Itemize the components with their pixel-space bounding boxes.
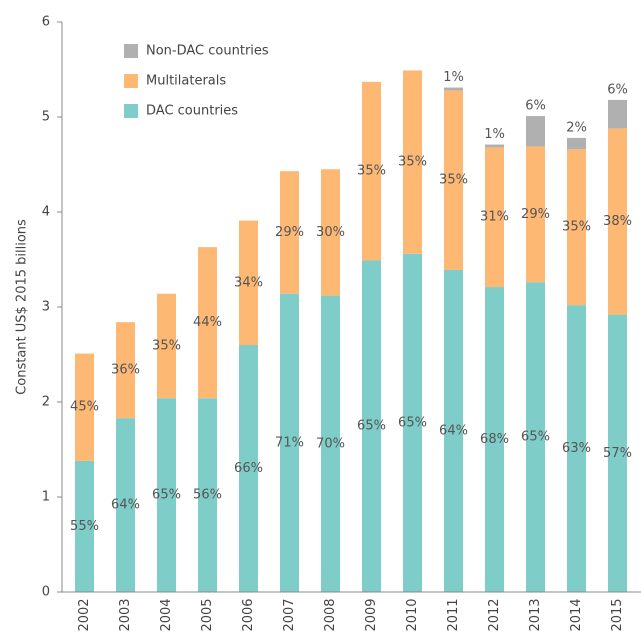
bar-segment bbox=[116, 418, 135, 592]
value-label: 35% bbox=[152, 338, 181, 353]
value-label: 38% bbox=[603, 214, 632, 229]
x-tick-label: 2003 bbox=[118, 598, 133, 631]
y-axis-title: Constant US$ 2015 billions bbox=[15, 219, 30, 395]
value-label: 35% bbox=[562, 220, 591, 235]
bar-segment bbox=[362, 81, 381, 261]
legend-label: Multilaterals bbox=[146, 74, 226, 89]
x-tick-label: 2005 bbox=[200, 598, 215, 631]
value-label: 63% bbox=[562, 441, 591, 456]
value-label: 66% bbox=[234, 461, 263, 476]
bar-segment bbox=[608, 314, 627, 592]
bar-segment bbox=[608, 99, 627, 129]
bar-segment bbox=[526, 146, 545, 283]
x-tick-label: 2015 bbox=[610, 598, 625, 631]
y-tick-label: 4 bbox=[42, 205, 50, 220]
bar-segment bbox=[485, 144, 504, 148]
x-tick-label: 2008 bbox=[323, 598, 338, 631]
value-label: 29% bbox=[521, 207, 550, 222]
bar-segment bbox=[280, 171, 299, 294]
x-tick-label: 2012 bbox=[487, 598, 502, 631]
value-label: 1% bbox=[484, 127, 505, 142]
bar-segment bbox=[608, 128, 627, 315]
value-label: 1% bbox=[443, 70, 464, 85]
bar-segment bbox=[567, 305, 586, 592]
x-tick-label: 2006 bbox=[241, 598, 256, 631]
value-label: 71% bbox=[275, 435, 304, 450]
y-tick-label: 3 bbox=[42, 300, 50, 315]
value-label: 65% bbox=[357, 419, 386, 434]
value-label: 6% bbox=[525, 99, 546, 114]
bar-segment bbox=[116, 322, 135, 419]
value-label: 30% bbox=[316, 225, 345, 240]
legend-label: DAC countries bbox=[146, 104, 238, 119]
bar-segment bbox=[239, 220, 258, 345]
value-label: 35% bbox=[439, 173, 468, 188]
bar-segment bbox=[526, 116, 545, 147]
bar-segment bbox=[485, 287, 504, 592]
value-label: 56% bbox=[193, 488, 222, 503]
value-label: 35% bbox=[357, 164, 386, 179]
value-label: 65% bbox=[152, 488, 181, 503]
bar-segment bbox=[198, 247, 217, 399]
legend-swatch bbox=[124, 44, 138, 58]
value-label: 65% bbox=[521, 430, 550, 445]
bar-segment bbox=[526, 282, 545, 592]
value-label: 70% bbox=[316, 436, 345, 451]
y-tick-label: 2 bbox=[42, 395, 50, 410]
value-label: 68% bbox=[480, 432, 509, 447]
x-tick-label: 2013 bbox=[528, 598, 543, 631]
y-tick-label: 6 bbox=[42, 15, 50, 30]
x-tick-label: 2002 bbox=[77, 598, 92, 631]
legend-swatch bbox=[124, 104, 138, 118]
value-label: 36% bbox=[111, 363, 140, 378]
bar-segment bbox=[362, 260, 381, 592]
legend-swatch bbox=[124, 74, 138, 88]
bar-segment bbox=[75, 460, 94, 592]
bar-segment bbox=[403, 253, 422, 593]
legend-label: Non-DAC countries bbox=[146, 44, 269, 59]
x-tick-label: 2004 bbox=[159, 598, 174, 631]
value-label: 29% bbox=[275, 225, 304, 240]
bar-segment bbox=[321, 169, 340, 296]
x-tick-label: 2009 bbox=[364, 598, 379, 631]
bar-segment bbox=[75, 353, 94, 461]
y-tick-label: 5 bbox=[42, 110, 50, 125]
bar-segment bbox=[157, 293, 176, 399]
bar-segment bbox=[280, 293, 299, 592]
bar-segment bbox=[444, 269, 463, 592]
value-label: 65% bbox=[398, 415, 427, 430]
bar-segment bbox=[567, 149, 586, 306]
value-label: 34% bbox=[234, 275, 263, 290]
value-label: 64% bbox=[111, 498, 140, 513]
bar-segment bbox=[198, 398, 217, 592]
bar-segment bbox=[403, 70, 422, 254]
value-label: 44% bbox=[193, 315, 222, 330]
y-tick-label: 1 bbox=[42, 490, 50, 505]
x-tick-label: 2010 bbox=[405, 598, 420, 631]
x-tick-label: 2007 bbox=[282, 598, 297, 631]
y-tick-label: 0 bbox=[42, 585, 50, 600]
value-label: 64% bbox=[439, 423, 468, 438]
value-label: 45% bbox=[70, 400, 99, 415]
bar-segment bbox=[239, 345, 258, 592]
bar-segment bbox=[321, 295, 340, 592]
value-label: 35% bbox=[398, 155, 427, 170]
x-tick-label: 2011 bbox=[446, 598, 461, 631]
bar-segment bbox=[444, 87, 463, 91]
value-label: 31% bbox=[480, 210, 509, 225]
value-label: 55% bbox=[70, 519, 99, 534]
bar-segment bbox=[444, 90, 463, 270]
value-label: 57% bbox=[603, 446, 632, 461]
value-label: 6% bbox=[607, 82, 628, 97]
value-label: 2% bbox=[566, 120, 587, 135]
bar-segment bbox=[567, 137, 586, 150]
bar-segment bbox=[485, 147, 504, 288]
x-tick-label: 2014 bbox=[569, 598, 584, 631]
bar-segment bbox=[157, 398, 176, 592]
